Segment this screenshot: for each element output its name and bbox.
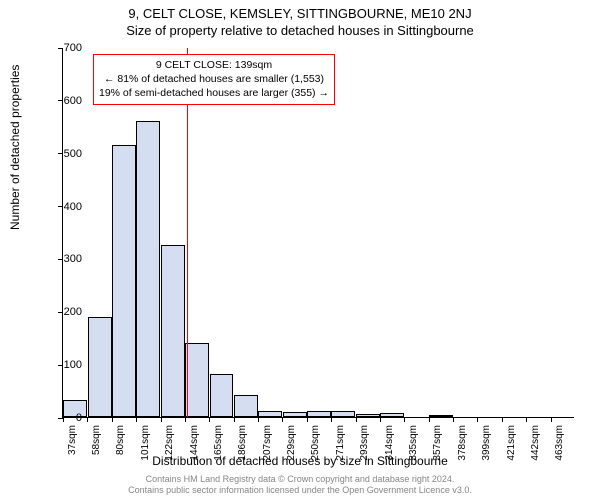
ytick-label: 0 [76,412,82,424]
xtick-mark [161,417,162,422]
ytick-mark [58,100,63,101]
ytick-mark [58,206,63,207]
xtick-mark [404,417,405,422]
xtick-mark [185,417,186,422]
histogram-bar [185,343,209,417]
xtick-mark [551,417,552,422]
xtick-mark [112,417,113,422]
ytick-label: 500 [64,148,82,160]
xtick-mark [502,417,503,422]
xtick-label: 58sqm [91,425,102,455]
footer-line-1: Contains HM Land Registry data © Crown c… [0,474,600,485]
histogram-bar [380,413,404,417]
ytick-label: 300 [64,253,82,265]
annotation-box: 9 CELT CLOSE: 139sqm← 81% of detached ho… [93,54,335,105]
xtick-mark [331,417,332,422]
xtick-mark [258,417,259,422]
ytick-label: 600 [64,95,82,107]
chart-title-main: 9, CELT CLOSE, KEMSLEY, SITTINGBOURNE, M… [0,0,600,21]
histogram-bar [307,411,331,417]
ytick-mark [58,365,63,366]
annotation-line: ← 81% of detached houses are smaller (1,… [99,72,329,86]
footer-line-2: Contains public sector information licen… [0,485,600,496]
y-axis-label: Number of detached properties [8,65,22,230]
ytick-label: 400 [64,201,82,213]
ytick-label: 100 [64,359,82,371]
xtick-mark [282,417,283,422]
xtick-mark [63,417,64,422]
histogram-bar [234,395,258,417]
histogram-bar [331,411,355,417]
ytick-mark [58,259,63,260]
xtick-mark [453,417,454,422]
histogram-bar [258,411,282,417]
xtick-mark [380,417,381,422]
annotation-line: 9 CELT CLOSE: 139sqm [99,58,329,72]
chart-container: 9, CELT CLOSE, KEMSLEY, SITTINGBOURNE, M… [0,0,600,500]
histogram-bar [210,374,234,417]
histogram-bar [88,317,112,417]
plot-wrap: 37sqm58sqm80sqm101sqm122sqm144sqm165sqm1… [62,48,574,418]
histogram-bar [283,412,307,417]
histogram-bar [161,245,185,417]
plot-area: 37sqm58sqm80sqm101sqm122sqm144sqm165sqm1… [62,48,574,418]
ytick-mark [58,48,63,49]
chart-title-sub: Size of property relative to detached ho… [0,21,600,38]
xtick-mark [429,417,430,422]
ytick-mark [58,312,63,313]
xtick-mark [136,417,137,422]
xtick-mark [234,417,235,422]
ytick-label: 700 [64,42,82,54]
xtick-mark [307,417,308,422]
xtick-mark [356,417,357,422]
histogram-bar [112,145,136,417]
histogram-bar [136,121,160,417]
histogram-bar [356,414,380,417]
ytick-label: 200 [64,306,82,318]
xtick-label: 37sqm [67,425,78,455]
xtick-mark [87,417,88,422]
x-axis-label: Distribution of detached houses by size … [0,454,600,468]
xtick-label: 80sqm [115,425,126,455]
xtick-mark [477,417,478,422]
chart-footer: Contains HM Land Registry data © Crown c… [0,474,600,497]
annotation-line: 19% of semi-detached houses are larger (… [99,86,329,100]
xtick-mark [526,417,527,422]
ytick-mark [58,153,63,154]
xtick-mark [209,417,210,422]
histogram-bar [429,415,453,417]
